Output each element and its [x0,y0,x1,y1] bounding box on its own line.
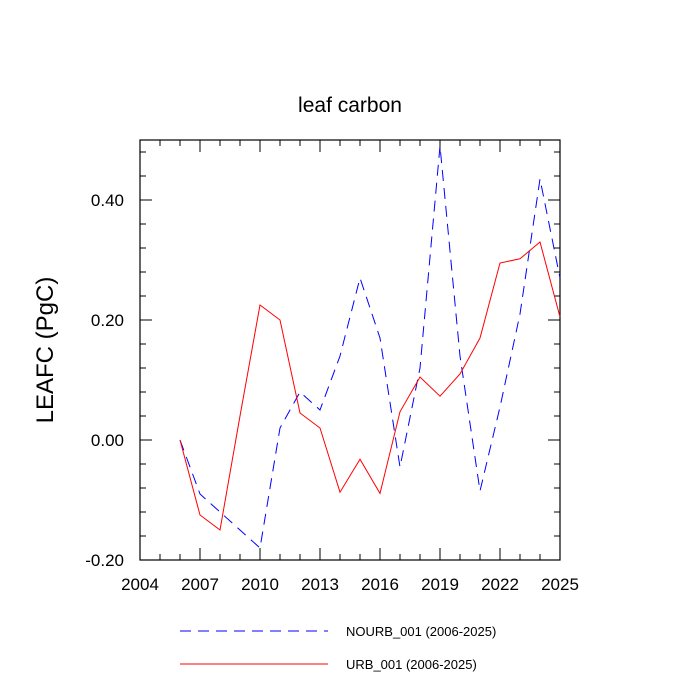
x-tick-label: 2010 [241,575,279,594]
x-tick-label: 2022 [481,575,519,594]
x-tick-label: 2004 [121,575,159,594]
axes: 2004 2007 2010 2013 2016 2019 2022 2025 -0.20 0.0… [85,139,579,594]
x-tick-label: 2016 [361,575,399,594]
series-line-2 [179,241,561,531]
series-line-1 [179,145,561,549]
y-tick-label: -0.20 [85,551,124,570]
chart-title: leaf carbon [298,94,402,117]
plot-frame [139,139,561,561]
series-layer [179,145,561,549]
legend: NOURB_001 (2006-2025) URB_001 (2006-2025) [180,624,496,672]
x-tick-label: 2025 [541,575,579,594]
y-axis-label: LEAFC (PgC) [32,277,59,424]
y-tick-label: 0.00 [91,431,124,450]
legend-label-2: URB_001 (2006-2025) [346,657,477,672]
x-tick-label: 2007 [181,575,219,594]
x-tick-label: 2019 [421,575,459,594]
y-tick-label: 0.40 [91,191,124,210]
x-tick-label: 2013 [301,575,339,594]
y-tick-label: 0.20 [91,311,124,330]
legend-label-1: NOURB_001 (2006-2025) [346,624,496,639]
